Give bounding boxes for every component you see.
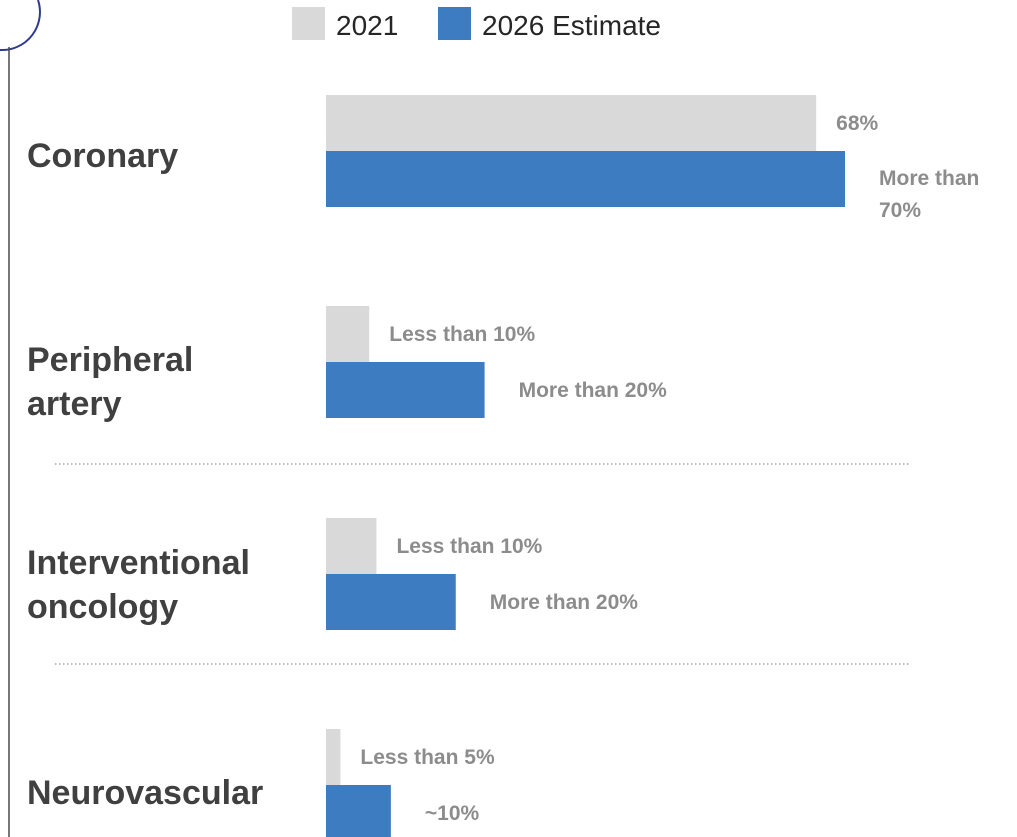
bars [326, 95, 845, 837]
category-label-coronary: Coronary [27, 137, 178, 175]
value-label-interventional-oncology-2026-estimate: More than 20% [490, 591, 639, 614]
value-label-line: More than 20% [490, 591, 639, 614]
category-label-line: Peripheral [27, 341, 193, 379]
bar-peripheral-artery-2026-estimate [326, 362, 485, 418]
value-label-coronary-2026-estimate: More than 70% [879, 167, 979, 222]
bar-neurovascular-2021 [326, 729, 341, 785]
value-label-neurovascular-2021: Less than 5% [360, 746, 495, 769]
category-label-line: Interventional [27, 544, 250, 582]
bar-neurovascular-2026-estimate [326, 785, 391, 837]
value-label-neurovascular-2026-estimate: ~10% [425, 802, 480, 825]
value-label-line: 68% [836, 112, 878, 135]
category-label-neurovascular: Neurovascular [27, 774, 263, 812]
bar-peripheral-artery-2021 [326, 306, 370, 362]
category-label-line: Neurovascular [27, 774, 263, 812]
legend-swatch-2021 [292, 7, 325, 40]
bar-interventional-oncology-2026-estimate [326, 574, 456, 630]
value-label-line: Less than 10% [396, 535, 542, 558]
value-label-line: Less than 10% [389, 323, 535, 346]
corner-circle-decoration [0, 0, 41, 52]
labels: Coronary 68% More than 70% Peripheral artery L… [27, 112, 979, 825]
category-label-line: artery [27, 385, 122, 423]
bar-interventional-oncology-2021 [326, 518, 377, 574]
category-label-peripheral-artery: Peripheral artery [27, 341, 193, 423]
legend-label-2021: 2021 [336, 10, 398, 41]
bar-coronary-2026-estimate [326, 151, 845, 207]
legend-swatch-2026-estimate [438, 7, 471, 40]
bar-coronary-2021 [326, 95, 817, 151]
value-label-line: More than 20% [519, 379, 668, 402]
separators [55, 463, 910, 665]
category-label-line: oncology [27, 588, 178, 626]
value-label-peripheral-artery-2026-estimate: More than 20% [519, 379, 668, 402]
value-label-line: Less than 5% [360, 746, 495, 769]
legend: 2021 2026 Estimate [292, 7, 661, 41]
category-label-line: Coronary [27, 137, 178, 175]
legend-label-2026-estimate: 2026 Estimate [482, 10, 661, 41]
value-label-line: 70% [879, 199, 921, 222]
category-label-interventional-oncology: Interventional oncology [27, 544, 250, 626]
value-label-peripheral-artery-2021: Less than 10% [389, 323, 535, 346]
value-label-interventional-oncology-2021: Less than 10% [396, 535, 542, 558]
value-label-coronary-2021: 68% [836, 112, 878, 135]
value-label-line: ~10% [425, 802, 480, 825]
value-label-line: More than [879, 167, 979, 190]
